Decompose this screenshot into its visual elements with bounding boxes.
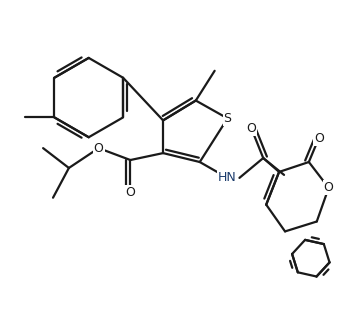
Text: O: O — [126, 186, 135, 199]
Text: O: O — [314, 132, 324, 145]
Text: O: O — [94, 142, 103, 154]
Text: HN: HN — [218, 172, 237, 184]
Text: O: O — [324, 181, 334, 194]
Text: S: S — [224, 112, 231, 125]
Text: O: O — [246, 122, 256, 135]
